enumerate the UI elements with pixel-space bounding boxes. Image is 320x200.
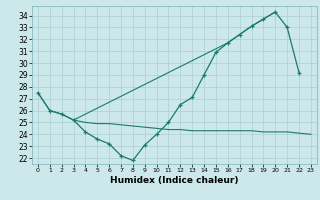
X-axis label: Humidex (Indice chaleur): Humidex (Indice chaleur) xyxy=(110,176,239,185)
